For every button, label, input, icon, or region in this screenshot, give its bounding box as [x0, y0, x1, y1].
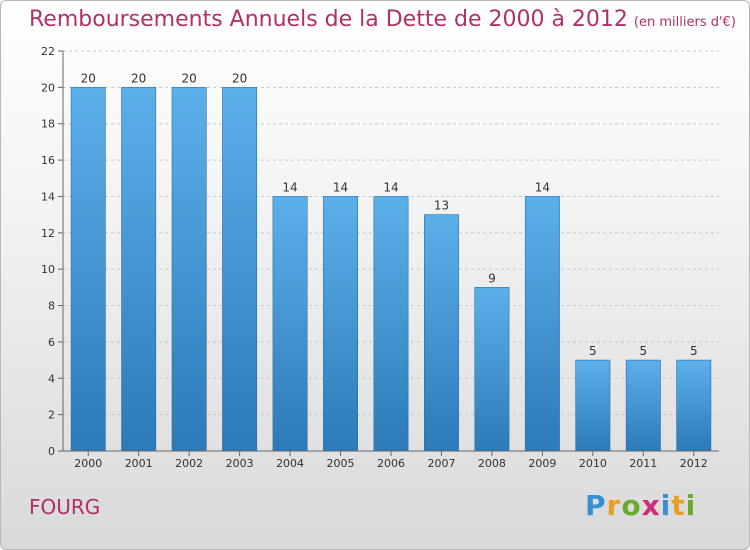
data-label: 5 [639, 344, 647, 358]
data-label: 14 [535, 180, 550, 194]
x-tick-label: 2006 [377, 457, 405, 470]
chart-title: Remboursements Annuels de la Dette de 20… [29, 7, 736, 32]
bar [424, 214, 459, 452]
bar [323, 196, 358, 452]
bar [222, 87, 258, 452]
data-label: 20 [232, 71, 247, 85]
y-tick-label: 0 [48, 445, 55, 458]
data-label: 14 [282, 180, 297, 194]
bar [524, 196, 560, 452]
logo-letter: i [685, 489, 697, 522]
x-tick-label: 2008 [478, 457, 506, 470]
y-tick-label: 20 [41, 81, 55, 94]
logo-letter: r [606, 489, 622, 522]
y-tick-label: 18 [41, 118, 55, 131]
x-tick-label: 2010 [579, 457, 607, 470]
chart-subtitle: (en milliers d'€) [633, 15, 736, 30]
bar [121, 87, 157, 452]
x-tick-label: 2002 [175, 457, 203, 470]
logo-letter: P [585, 489, 607, 522]
y-tick-label: 4 [48, 372, 55, 385]
y-tick-label: 16 [41, 154, 55, 167]
proxiti-logo[interactable]: Proxiti [585, 489, 696, 522]
x-tick-label: 2009 [528, 457, 556, 470]
data-label: 5 [589, 344, 597, 358]
bar [474, 287, 510, 452]
logo-letter: t [671, 489, 686, 522]
bar [575, 359, 611, 452]
bars: 20 20 20 20 14 14 14 13 9 14 5 5 5 [70, 71, 712, 452]
x-tick-label: 2003 [226, 457, 254, 470]
y-tick-label: 8 [48, 300, 55, 313]
bar [625, 359, 661, 452]
x-tick-label: 2000 [74, 457, 102, 470]
bar [171, 87, 207, 452]
bar [272, 196, 308, 452]
bar [373, 196, 409, 452]
data-label: 14 [383, 180, 398, 194]
x-tick-label: 2005 [327, 457, 355, 470]
y-tick-label: 12 [41, 227, 55, 240]
bar [676, 359, 712, 452]
y-tick-label: 2 [48, 409, 55, 422]
y-tick-label: 22 [41, 45, 55, 58]
y-tick-label: 6 [48, 336, 55, 349]
data-label: 13 [434, 199, 449, 213]
y-tick-label: 10 [41, 263, 55, 276]
x-tick-label: 2012 [680, 457, 708, 470]
data-label: 20 [81, 71, 96, 85]
x-tick-label: 2011 [629, 457, 657, 470]
logo-letter: o [621, 489, 642, 522]
x-tick-label: 2004 [276, 457, 304, 470]
data-label: 14 [333, 180, 348, 194]
data-label: 20 [182, 71, 197, 85]
x-tick-label: 2001 [125, 457, 153, 470]
logo-letter: i [660, 489, 672, 522]
town-name: FOURG [29, 495, 101, 519]
data-label: 20 [131, 71, 146, 85]
x-tick-label: 2007 [427, 457, 455, 470]
axes: 0 2 4 6 8 10 12 14 16 18 20 22 2000 2001 2002 2003 2004 2… [41, 45, 719, 470]
data-label: 5 [690, 344, 698, 358]
data-label: 9 [488, 271, 496, 285]
bar [70, 87, 106, 452]
y-tick-label: 14 [41, 190, 55, 203]
chart-title-main: Remboursements Annuels de la Dette de 20… [29, 7, 628, 32]
logo-letter: x [641, 489, 661, 522]
